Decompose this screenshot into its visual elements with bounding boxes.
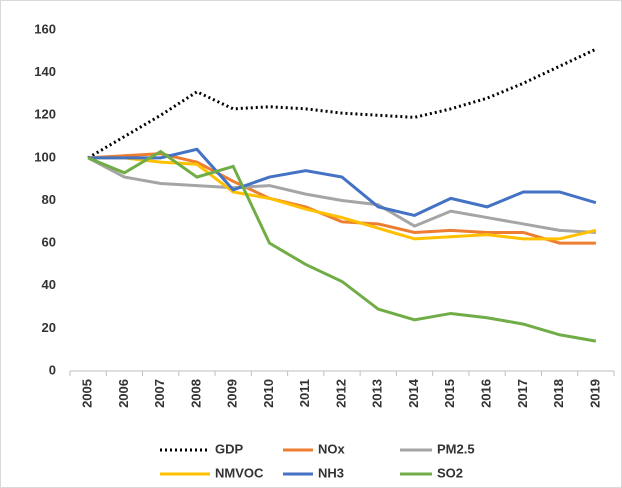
series-line (88, 147, 597, 217)
x-tick-label: 2019 (587, 379, 602, 408)
legend-label: SO2 (437, 465, 463, 480)
x-tick-label: 2015 (442, 379, 457, 408)
y-tick-label: 120 (34, 107, 56, 122)
y-tick-label: 40 (42, 277, 56, 292)
series-line (87, 156, 596, 234)
legend-label: GDP (215, 441, 244, 456)
x-tick-label: 2014 (406, 378, 421, 408)
x-tick-label: 2009 (225, 379, 240, 408)
x-tick-label: 2013 (370, 379, 385, 408)
x-tick-label: 2007 (152, 379, 167, 408)
legend-label: NMVOC (215, 465, 264, 480)
x-tick-label: 2016 (479, 379, 494, 408)
y-tick-label: 0 (49, 362, 56, 377)
y-tick-label: 20 (42, 320, 56, 335)
x-tick-label: 2011 (297, 379, 312, 407)
y-tick-label: 100 (34, 149, 56, 164)
series-line (87, 149, 597, 343)
y-tick-label: 80 (42, 192, 56, 207)
x-tick-label: 2012 (333, 379, 348, 408)
x-tick-label: 2005 (80, 379, 95, 408)
x-tick-label: 2018 (551, 379, 566, 408)
legend-label: NOx (318, 441, 346, 456)
legend-label: PM2.5 (437, 441, 475, 456)
x-tick-label: 2017 (515, 379, 530, 408)
x-tick-label: 2010 (261, 379, 276, 408)
x-tick-label: 2008 (188, 379, 203, 408)
x-tick-label: 2006 (116, 379, 131, 408)
y-tick-label: 140 (34, 64, 56, 79)
series-line (87, 47, 597, 160)
y-tick-label: 160 (34, 21, 56, 36)
y-tick-label: 60 (42, 235, 56, 250)
legend-label: NH3 (318, 465, 344, 480)
series-line (88, 156, 597, 241)
